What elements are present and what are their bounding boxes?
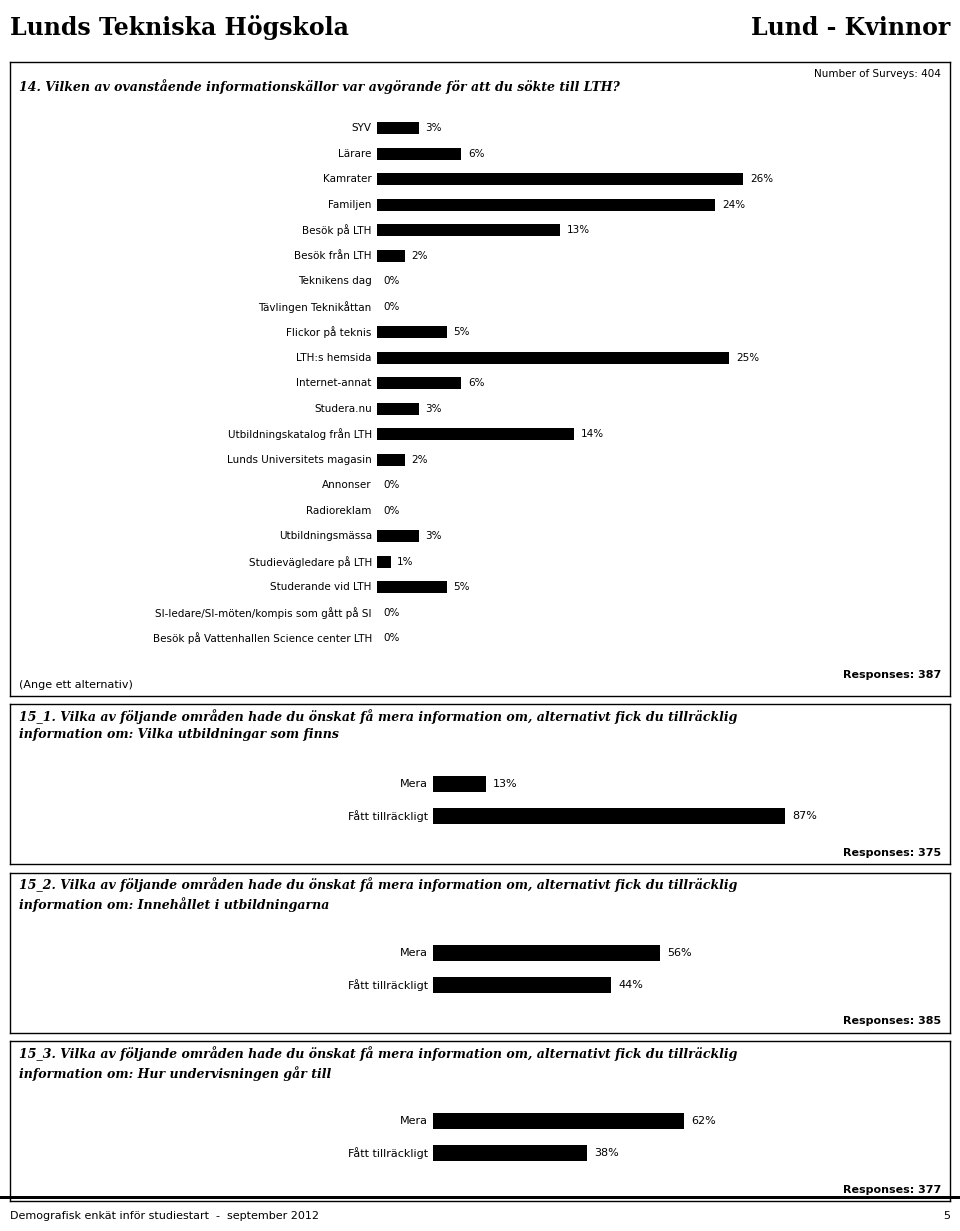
Bar bbox=[376, 250, 405, 262]
Text: Mera: Mera bbox=[400, 948, 428, 958]
Bar bbox=[433, 809, 785, 825]
Text: Annonser: Annonser bbox=[323, 480, 372, 490]
Bar bbox=[376, 378, 461, 389]
Text: Studera.nu: Studera.nu bbox=[314, 404, 372, 414]
Text: 15_3. Vilka av följande områden hade du önskat få mera information om, alternati: 15_3. Vilka av följande områden hade du … bbox=[19, 1046, 737, 1081]
Text: 3%: 3% bbox=[425, 123, 442, 133]
Text: 5: 5 bbox=[944, 1211, 950, 1221]
Text: Responses: 375: Responses: 375 bbox=[843, 848, 941, 858]
Bar bbox=[376, 403, 419, 415]
Text: Lunds Tekniska Högskola: Lunds Tekniska Högskola bbox=[10, 15, 348, 41]
Text: Number of Surveys: 404: Number of Surveys: 404 bbox=[814, 69, 941, 79]
Text: Utbildningsmässa: Utbildningsmässa bbox=[278, 532, 372, 542]
Text: 44%: 44% bbox=[618, 980, 643, 990]
Text: Kamrater: Kamrater bbox=[324, 175, 372, 185]
Text: Responses: 377: Responses: 377 bbox=[843, 1185, 941, 1195]
Text: Fått tillräckligt: Fått tillräckligt bbox=[348, 1147, 428, 1160]
Text: Lärare: Lärare bbox=[339, 149, 372, 159]
Text: Lunds Universitets magasin: Lunds Universitets magasin bbox=[228, 454, 372, 465]
Bar bbox=[376, 148, 461, 160]
Text: Besök på Vattenhallen Science center LTH: Besök på Vattenhallen Science center LTH bbox=[153, 633, 372, 644]
Text: 3%: 3% bbox=[425, 532, 442, 542]
Text: Fått tillräckligt: Fått tillräckligt bbox=[348, 979, 428, 991]
Text: 87%: 87% bbox=[792, 811, 817, 821]
Text: Mera: Mera bbox=[400, 1117, 428, 1126]
Text: Besök på LTH: Besök på LTH bbox=[302, 224, 372, 236]
Text: LTH:s hemsida: LTH:s hemsida bbox=[297, 353, 372, 363]
Text: 14%: 14% bbox=[581, 430, 604, 439]
Text: 6%: 6% bbox=[468, 149, 484, 159]
Text: Flickor på teknis: Flickor på teknis bbox=[286, 326, 372, 339]
Text: 0%: 0% bbox=[383, 634, 399, 644]
Text: Tävlingen Teknikåttan: Tävlingen Teknikåttan bbox=[258, 300, 372, 313]
Text: Utbildningskatalog från LTH: Utbildningskatalog från LTH bbox=[228, 428, 372, 441]
Text: 0%: 0% bbox=[383, 480, 399, 490]
Text: 62%: 62% bbox=[691, 1117, 716, 1126]
Text: 0%: 0% bbox=[383, 506, 399, 516]
Text: 25%: 25% bbox=[736, 353, 759, 363]
Text: 26%: 26% bbox=[750, 175, 773, 185]
Bar bbox=[376, 454, 405, 465]
Text: 2%: 2% bbox=[411, 251, 428, 261]
Bar bbox=[433, 1114, 684, 1130]
Bar bbox=[433, 945, 660, 960]
Text: 5%: 5% bbox=[454, 582, 470, 592]
Text: 13%: 13% bbox=[493, 779, 517, 789]
Text: Teknikens dag: Teknikens dag bbox=[298, 276, 372, 287]
Bar bbox=[433, 777, 486, 793]
Text: Demografisk enkät inför studiestart  -  september 2012: Demografisk enkät inför studiestart - se… bbox=[10, 1211, 319, 1221]
Text: 15_2. Vilka av följande områden hade du önskat få mera information om, alternati: 15_2. Vilka av följande områden hade du … bbox=[19, 878, 737, 912]
Text: 0%: 0% bbox=[383, 276, 399, 287]
Bar bbox=[376, 352, 730, 363]
Bar bbox=[376, 531, 419, 542]
Bar bbox=[376, 428, 574, 441]
Text: Internet-annat: Internet-annat bbox=[297, 378, 372, 388]
Text: 3%: 3% bbox=[425, 404, 442, 414]
Bar bbox=[376, 122, 419, 134]
Text: 1%: 1% bbox=[397, 556, 414, 566]
Bar bbox=[376, 326, 447, 339]
Text: (Ange ett alternativ): (Ange ett alternativ) bbox=[19, 681, 132, 691]
Text: 56%: 56% bbox=[667, 948, 691, 958]
Text: 15_1. Vilka av följande områden hade du önskat få mera information om, alternati: 15_1. Vilka av följande områden hade du … bbox=[19, 709, 737, 741]
Text: Familjen: Familjen bbox=[328, 199, 372, 209]
Text: 38%: 38% bbox=[594, 1149, 619, 1158]
Text: Radioreklam: Radioreklam bbox=[306, 506, 372, 516]
Text: Studerande vid LTH: Studerande vid LTH bbox=[271, 582, 372, 592]
Bar bbox=[376, 224, 560, 236]
Bar bbox=[376, 581, 447, 593]
Bar bbox=[376, 556, 391, 567]
Bar bbox=[433, 977, 611, 992]
Bar bbox=[376, 174, 743, 185]
Text: 13%: 13% bbox=[566, 225, 589, 235]
Text: Mera: Mera bbox=[400, 779, 428, 789]
Text: Besök från LTH: Besök från LTH bbox=[295, 251, 372, 261]
Text: Lund - Kvinnor: Lund - Kvinnor bbox=[751, 16, 950, 39]
Text: SYV: SYV bbox=[351, 123, 372, 133]
Bar bbox=[376, 199, 715, 211]
Bar bbox=[433, 1145, 587, 1162]
Text: 24%: 24% bbox=[722, 199, 745, 209]
Text: Responses: 387: Responses: 387 bbox=[843, 670, 941, 680]
Text: 5%: 5% bbox=[454, 327, 470, 337]
Text: 6%: 6% bbox=[468, 378, 484, 388]
Bar bbox=[0, 1197, 960, 1199]
Text: Fått tillräckligt: Fått tillräckligt bbox=[348, 810, 428, 822]
Text: 0%: 0% bbox=[383, 302, 399, 311]
Text: 2%: 2% bbox=[411, 454, 428, 465]
Text: 14. Vilken av ovanstående informationskällor var avgörande för att du sökte till: 14. Vilken av ovanstående informationskä… bbox=[19, 79, 620, 94]
Text: Responses: 385: Responses: 385 bbox=[843, 1017, 941, 1027]
Text: SI-ledare/SI-möten/kompis som gått på SI: SI-ledare/SI-möten/kompis som gått på SI bbox=[156, 607, 372, 619]
Text: 0%: 0% bbox=[383, 608, 399, 618]
Text: Studievägledare på LTH: Studievägledare på LTH bbox=[249, 556, 372, 567]
